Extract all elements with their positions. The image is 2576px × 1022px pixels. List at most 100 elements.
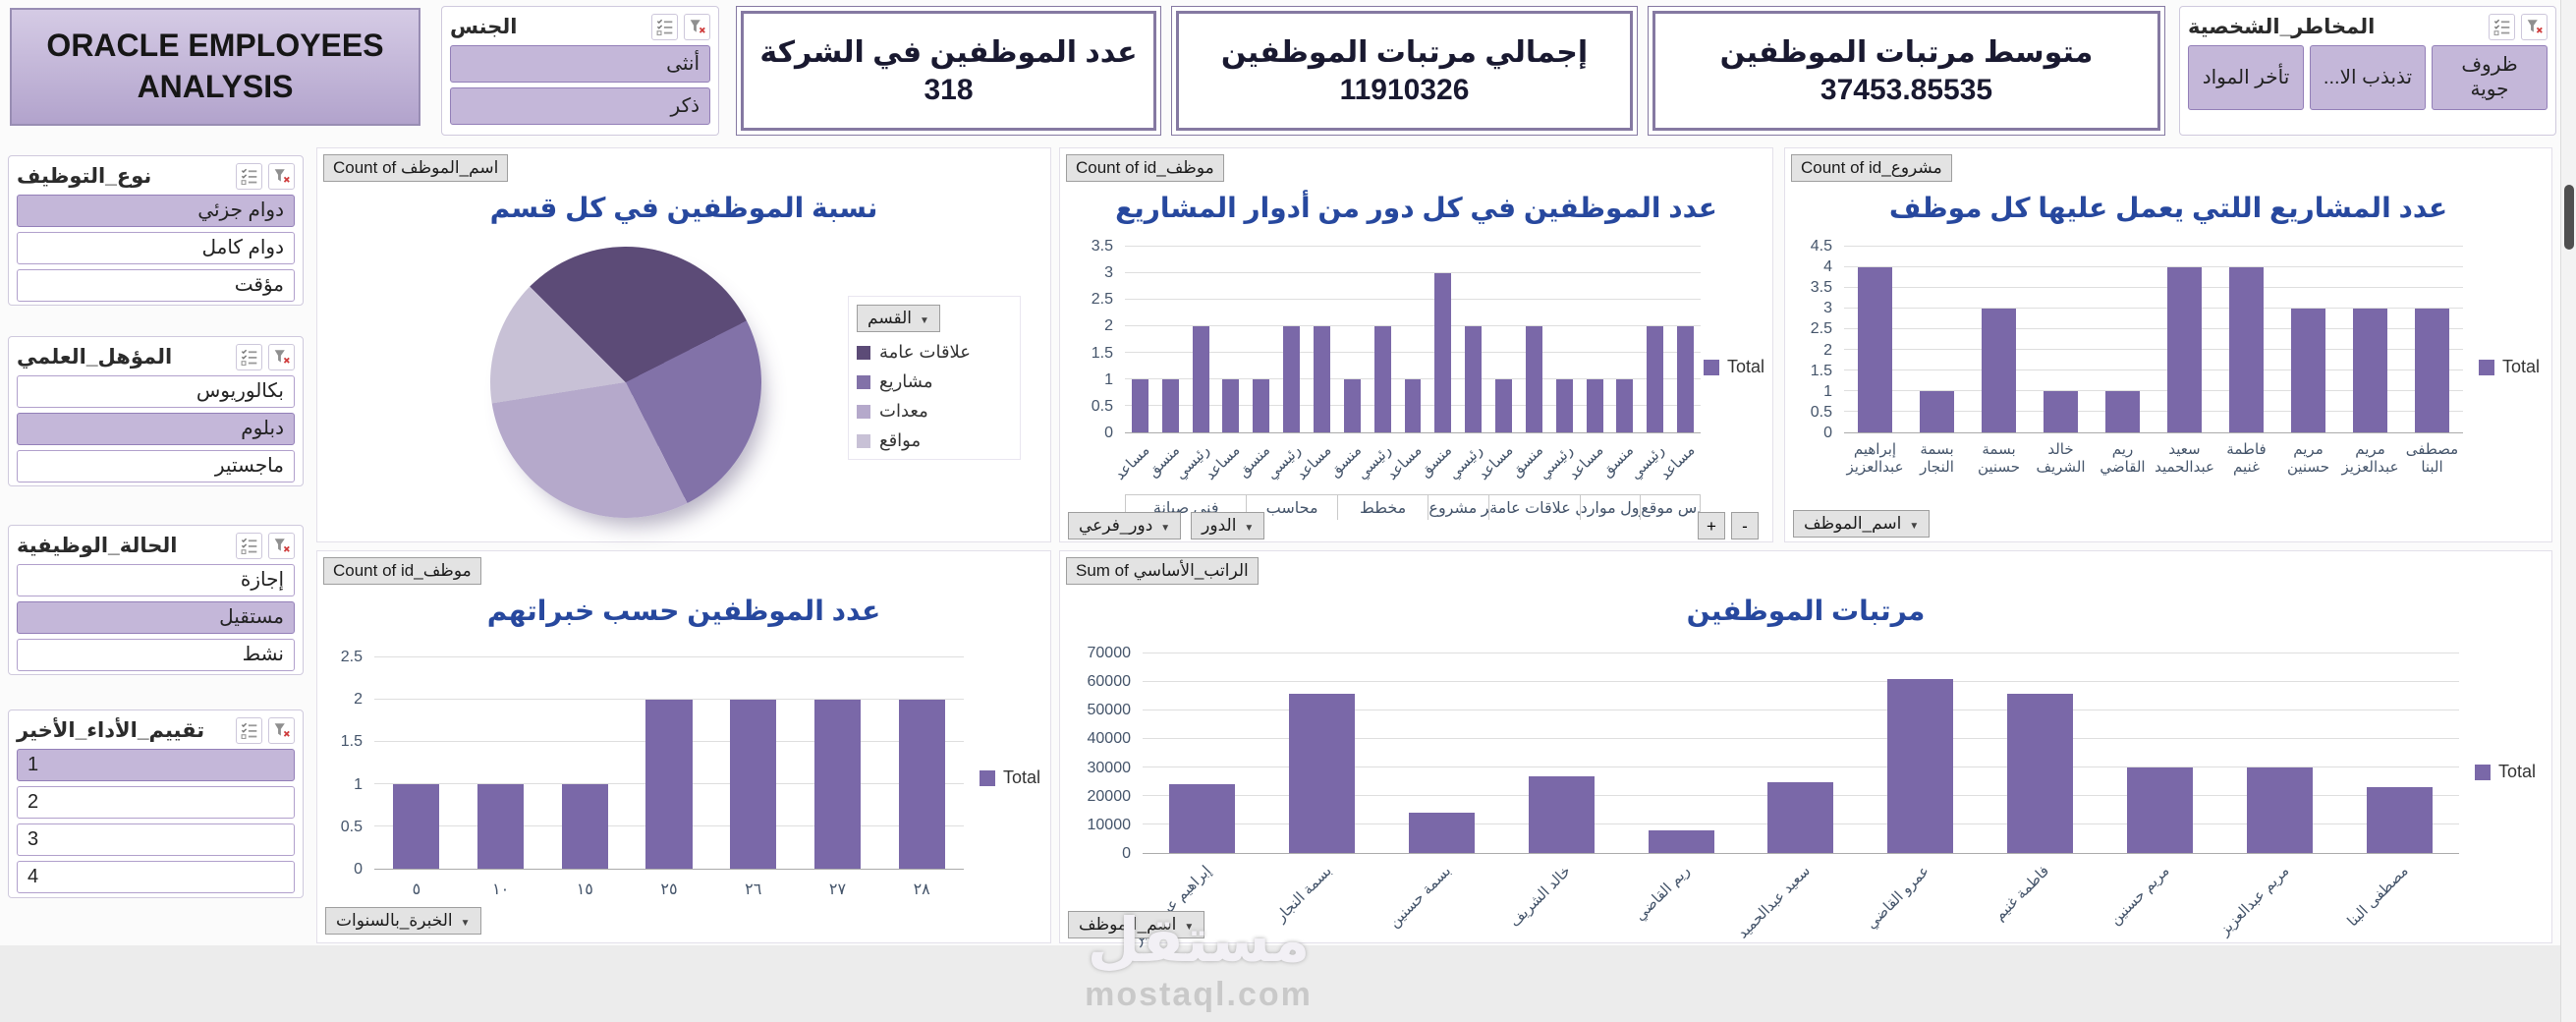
- bar[interactable]: [1314, 326, 1330, 432]
- bar[interactable]: [898, 700, 945, 869]
- slicer-item[interactable]: ماجستير: [17, 450, 295, 483]
- bar[interactable]: [730, 700, 777, 869]
- bar[interactable]: [1161, 379, 1179, 432]
- vertical-scrollbar[interactable]: [2560, 0, 2576, 1022]
- y-axis-tick: 2: [1104, 317, 1113, 335]
- bar[interactable]: [813, 700, 862, 869]
- bar[interactable]: [1465, 326, 1483, 432]
- slicer-item[interactable]: 1: [17, 749, 295, 781]
- bar[interactable]: [2246, 767, 2313, 853]
- legend-field-button[interactable]: القسم: [857, 305, 940, 332]
- slicer-title: تقييم_الأداء_الأخير: [17, 718, 205, 742]
- bar[interactable]: [1283, 326, 1301, 432]
- bar[interactable]: [1920, 391, 1954, 432]
- bar[interactable]: [1528, 775, 1595, 853]
- bar[interactable]: [1495, 379, 1513, 432]
- pivot-field-button[interactable]: Count of اسم_الموظف: [323, 154, 509, 182]
- clear-filter-icon[interactable]: [684, 13, 710, 40]
- bar[interactable]: [645, 700, 693, 869]
- bar[interactable]: [1169, 784, 1236, 853]
- axis-button-role[interactable]: الدور: [1191, 512, 1265, 539]
- pie-chart[interactable]: [490, 247, 761, 518]
- clear-filter-icon[interactable]: [268, 162, 295, 190]
- bar[interactable]: [1253, 379, 1270, 432]
- bar[interactable]: [1555, 379, 1573, 432]
- axis-button-experience-years[interactable]: الخبرة_بالسنوات: [325, 907, 481, 935]
- axis-button-sub-role[interactable]: دور_فرعي: [1068, 512, 1182, 539]
- y-axis: 0 0.5 1 1.5 2 2.5 3 3.5 4 4.5: [1781, 238, 1836, 441]
- bar[interactable]: [1289, 693, 1356, 853]
- dashboard-title-line2: ANALYSIS: [137, 69, 294, 104]
- pivot-field-button[interactable]: Count of id_موظف: [1066, 154, 1224, 182]
- multi-select-icon[interactable]: [2489, 13, 2515, 40]
- bar[interactable]: [1131, 379, 1148, 432]
- multi-select-icon[interactable]: [236, 162, 262, 190]
- slicer-item[interactable]: نشط: [17, 639, 295, 671]
- bar[interactable]: [1434, 273, 1452, 432]
- slicer-item[interactable]: تأخر المواد: [2188, 45, 2304, 110]
- bar[interactable]: [2167, 267, 2202, 432]
- bar[interactable]: [1982, 309, 2016, 432]
- slicer-item[interactable]: دبلوم: [17, 413, 295, 445]
- scrollbar-thumb[interactable]: [2564, 185, 2574, 250]
- axis-button-employee-name[interactable]: اسم_الموظف: [1793, 510, 1931, 538]
- bar[interactable]: [1373, 326, 1391, 432]
- bar[interactable]: [393, 784, 440, 869]
- multi-select-icon[interactable]: [236, 532, 262, 559]
- clear-filter-icon[interactable]: [2521, 13, 2548, 40]
- bar[interactable]: [2415, 309, 2449, 432]
- bar[interactable]: [1887, 679, 1954, 853]
- bar[interactable]: [477, 784, 525, 869]
- slicer-item[interactable]: مستقيل: [17, 601, 295, 634]
- bar[interactable]: [1409, 813, 1476, 853]
- bar[interactable]: [1767, 781, 1834, 853]
- bar[interactable]: [1647, 326, 1664, 432]
- bar[interactable]: [561, 784, 608, 869]
- bar[interactable]: [1586, 379, 1603, 432]
- slicer-item[interactable]: 2: [17, 786, 295, 819]
- collapse-button[interactable]: -: [1731, 512, 1759, 539]
- clear-filter-icon[interactable]: [268, 716, 295, 744]
- slicer-item[interactable]: دوام كامل: [17, 232, 295, 264]
- slicer-item[interactable]: 4: [17, 861, 295, 893]
- bar[interactable]: [1222, 379, 1240, 432]
- pivot-field-button[interactable]: Count of id_موظف: [323, 557, 481, 585]
- x-axis-label: مساعد: [1656, 441, 1699, 484]
- multi-select-icon[interactable]: [236, 343, 262, 370]
- bar[interactable]: [2291, 309, 2325, 432]
- legend-label: Total: [2502, 357, 2541, 376]
- bar[interactable]: [2353, 309, 2387, 432]
- bar[interactable]: [2229, 267, 2264, 432]
- pivot-field-button[interactable]: Sum of الراتب_الأساسي: [1066, 557, 1259, 585]
- clear-filter-icon[interactable]: [268, 343, 295, 370]
- expand-button[interactable]: +: [1698, 512, 1725, 539]
- bar[interactable]: [1404, 379, 1422, 432]
- slicer-item[interactable]: إجازة: [17, 564, 295, 596]
- clear-filter-icon[interactable]: [268, 532, 295, 559]
- bar[interactable]: [1525, 326, 1542, 432]
- multi-select-icon[interactable]: [651, 13, 678, 40]
- slicer-item[interactable]: مؤقت: [17, 269, 295, 302]
- slicer-item[interactable]: ذكر: [450, 87, 710, 125]
- bar[interactable]: [2044, 391, 2078, 432]
- multi-select-icon[interactable]: [236, 716, 262, 744]
- bar[interactable]: [2105, 391, 2140, 432]
- slicer-item[interactable]: بكالوريوس: [17, 375, 295, 408]
- axis-button-employee-name[interactable]: اسم_الموظف: [1068, 911, 1205, 938]
- slicer-item[interactable]: ظروف جوية: [2432, 45, 2548, 110]
- bar[interactable]: [1343, 379, 1361, 432]
- bar[interactable]: [1192, 326, 1209, 432]
- pivot-field-button[interactable]: Count of id_مشروع: [1791, 154, 1952, 182]
- slicer-item[interactable]: 3: [17, 823, 295, 856]
- bar[interactable]: [1677, 326, 1695, 432]
- slicer-item[interactable]: تذبذب الا...: [2310, 45, 2426, 110]
- bar[interactable]: [1858, 267, 1892, 432]
- x-axis-labels: إبراهيم عبدالعزيز بسمة النجار بسمة حسنين خالد ا…: [1844, 437, 2463, 516]
- bar[interactable]: [2007, 693, 2074, 853]
- bar[interactable]: [1616, 379, 1634, 432]
- slicer-item[interactable]: دوام جزئي: [17, 195, 295, 227]
- bar[interactable]: [2366, 787, 2433, 853]
- bar[interactable]: [2126, 767, 2193, 853]
- bar[interactable]: [1648, 829, 1714, 853]
- slicer-item[interactable]: أنثى: [450, 45, 710, 83]
